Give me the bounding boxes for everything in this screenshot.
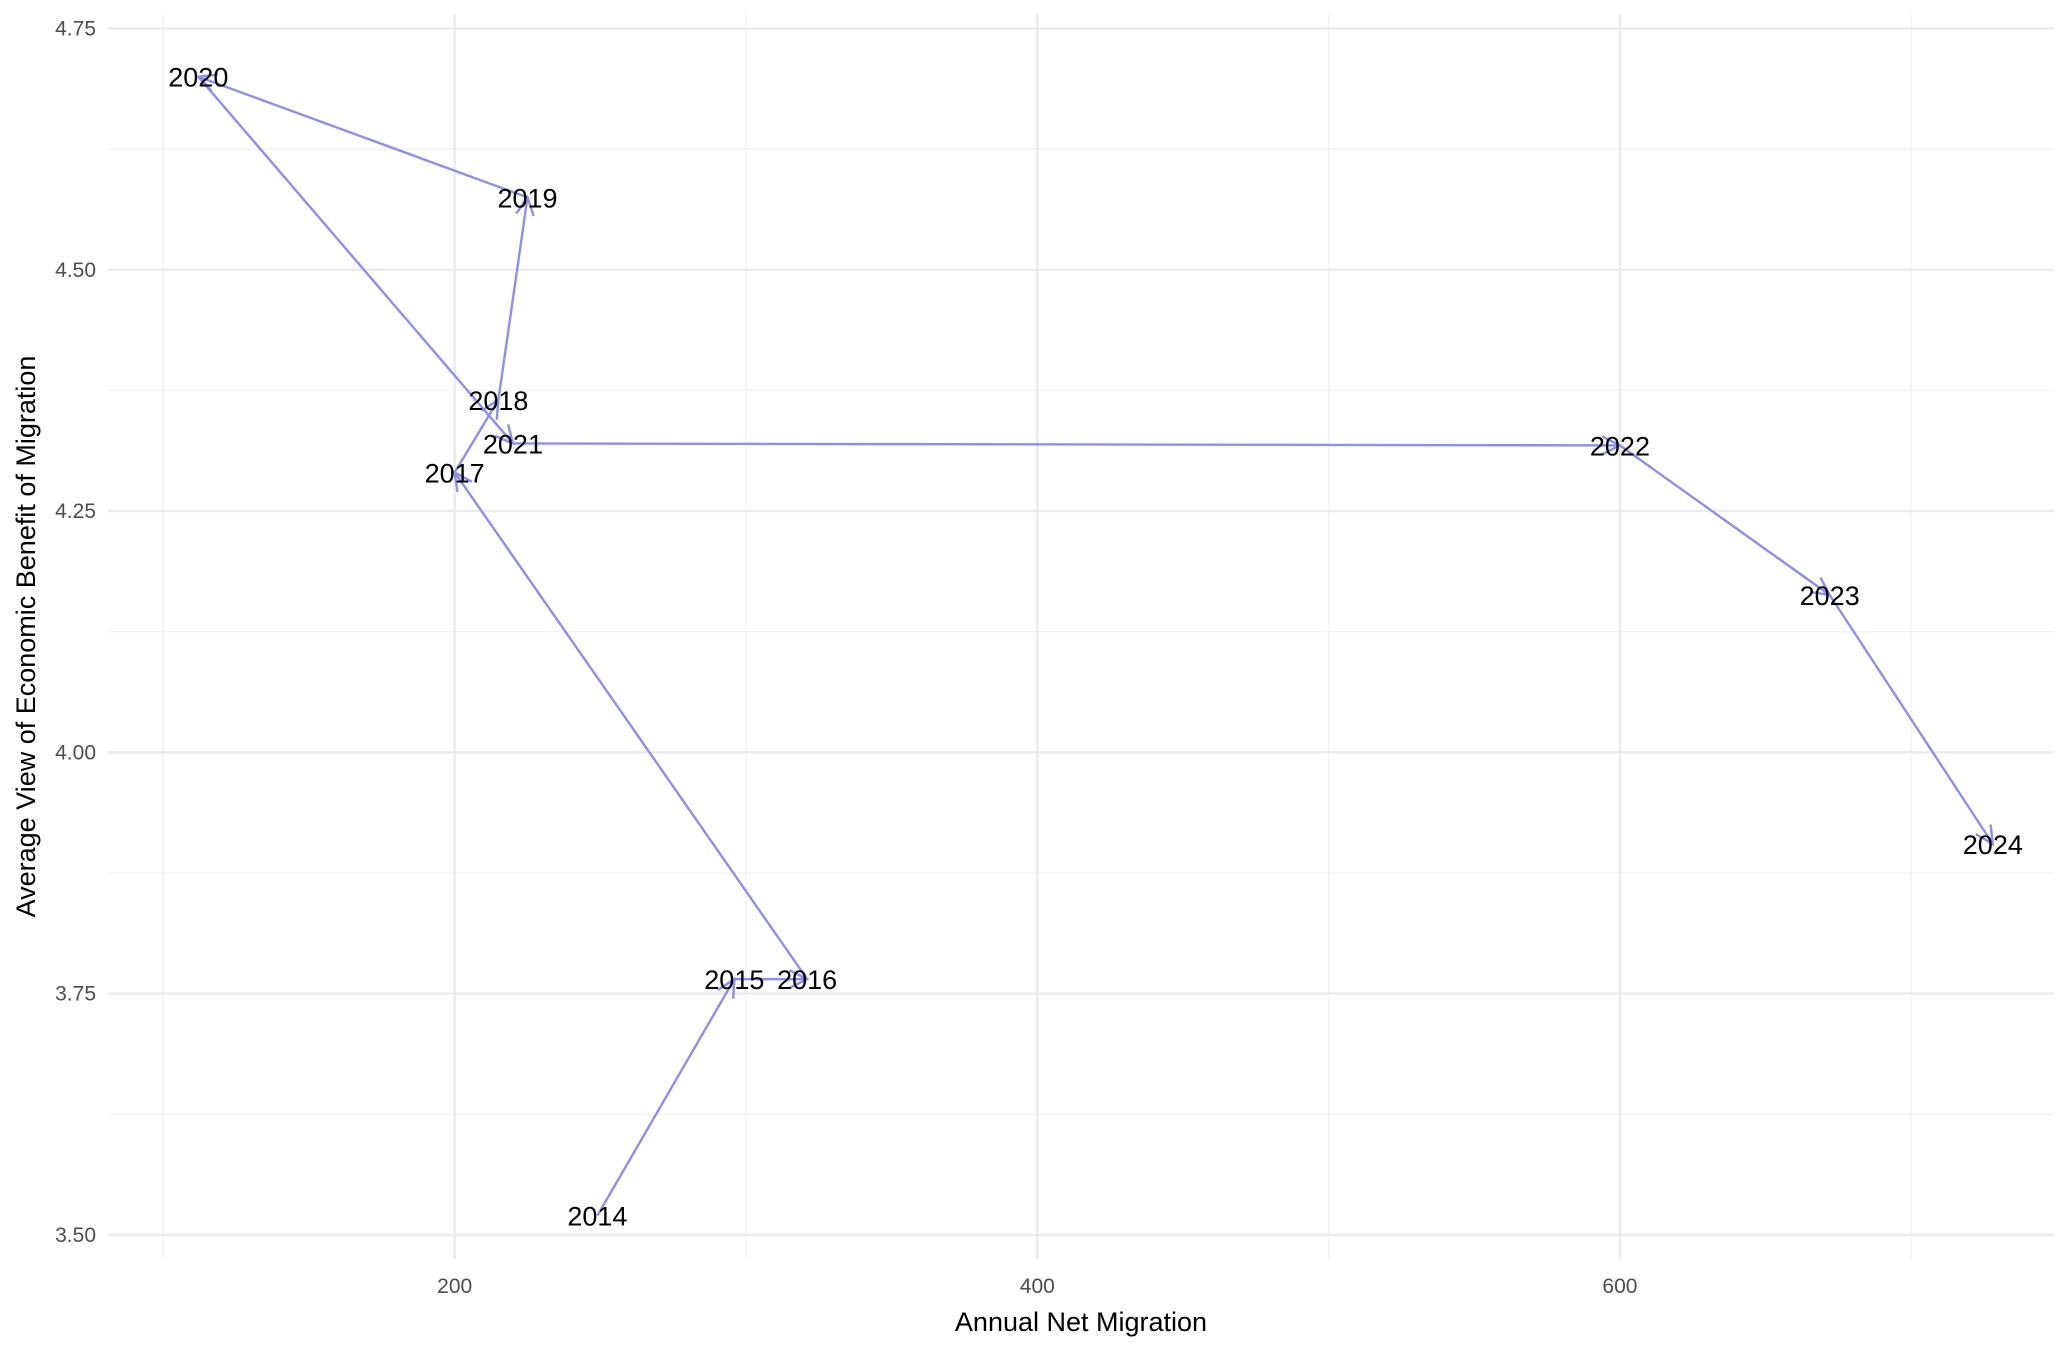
x-tick-label: 600 [1602, 1275, 1637, 1298]
point-label-2015: 2015 [704, 965, 764, 995]
y-tick-label: 4.25 [55, 500, 96, 523]
path-segment-2022-2023 [1619, 444, 1830, 595]
path-segment-2020-2021 [197, 75, 513, 444]
path-segment-2018-2019 [497, 197, 527, 401]
y-tick-label: 4.00 [55, 741, 96, 764]
path-segment-2023-2024 [1828, 594, 1993, 844]
path-segment-2016-2017 [455, 472, 809, 980]
path-segment-2021-2022 [512, 443, 1620, 445]
point-label-2014: 2014 [567, 1202, 627, 1232]
y-axis-title: Average View of Economic Benefit of Migr… [11, 356, 41, 918]
x-tick-label: 200 [437, 1275, 472, 1298]
point-labels: 2014 2015 2016 2017 2018 2019 2020 2021 2022 2023… [168, 63, 2023, 1232]
path-segment-2014-2015 [596, 979, 734, 1217]
point-label-2021: 2021 [483, 429, 543, 459]
path-segment-2019-2020 [198, 77, 528, 199]
x-tick-label: 400 [1020, 1275, 1055, 1298]
x-axis-title: Annual Net Migration [955, 1307, 1207, 1337]
point-label-2023: 2023 [1800, 581, 1860, 611]
path-segment-2017-2018 [453, 400, 499, 474]
grid-lines [108, 14, 2054, 1259]
axis-ticks: 200 400 600 3.50 3.75 4.00 4.25 4.50 4.75 [55, 17, 1637, 1298]
path-segments [197, 75, 1993, 1217]
y-tick-label: 4.50 [55, 259, 96, 282]
y-tick-label: 3.50 [55, 1224, 96, 1247]
point-label-2019: 2019 [497, 183, 557, 213]
point-label-2022: 2022 [1590, 431, 1650, 461]
point-label-2020: 2020 [168, 63, 228, 93]
point-label-2016: 2016 [777, 965, 837, 995]
point-label-2018: 2018 [468, 386, 528, 416]
y-tick-label: 4.75 [55, 17, 96, 40]
point-label-2024: 2024 [1963, 830, 2023, 860]
point-label-2017: 2017 [425, 458, 485, 488]
y-tick-label: 3.75 [55, 983, 96, 1006]
